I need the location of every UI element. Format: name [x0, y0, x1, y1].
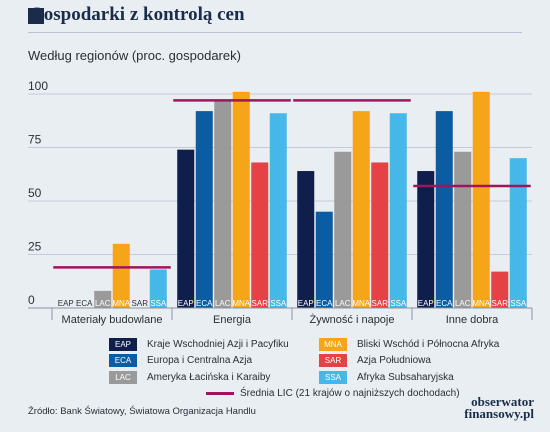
- bar-code-label-mna: MNA: [232, 299, 250, 308]
- bar-eap-1: [177, 149, 195, 308]
- bar-code-label-mna: MNA: [352, 299, 370, 308]
- bar-ssa-2: [389, 113, 407, 308]
- bar-lac-1: [214, 100, 232, 308]
- bar-lac-0: [94, 290, 112, 308]
- y-tick-label-25: 25: [28, 240, 42, 254]
- publisher-logo[interactable]: obserwator finansowy.pl: [464, 394, 534, 421]
- bar-mna-3: [472, 91, 490, 308]
- title-mark: [28, 8, 44, 24]
- bar-ssa-0: [149, 269, 167, 308]
- bar-lac-2: [334, 151, 352, 308]
- bar-eca-1: [195, 111, 213, 309]
- bar-sar-3: [491, 271, 509, 308]
- chart-subtitle: Według regionów (proc. gospodarek): [28, 48, 241, 63]
- category-label: Inne dobra: [446, 314, 499, 326]
- category-label: Energia: [213, 314, 252, 326]
- bar-code-label-eap: EAP: [418, 299, 434, 308]
- category-label: Żywność i napoje: [310, 313, 395, 326]
- bar-code-label-ssa: SSA: [510, 299, 527, 308]
- bar-mna-2: [352, 111, 370, 309]
- source-note: Źródło: Bank Światowy, Światowa Organiza…: [28, 406, 256, 417]
- bar-eap-2: [297, 171, 315, 308]
- bar-mna-1: [232, 91, 250, 308]
- bar-code-label-eap: EAP: [58, 299, 74, 308]
- bar-code-label-eap: EAP: [298, 299, 314, 308]
- bar-code-label-ssa: SSA: [150, 299, 167, 308]
- bar-lac-3: [454, 151, 472, 308]
- logo-line1: obserwator: [471, 394, 534, 409]
- bar-code-label-lac: LAC: [455, 299, 471, 308]
- bar-eca-3: [435, 111, 453, 309]
- bar-code-label-eca: ECA: [76, 299, 93, 308]
- bar-ssa-3: [509, 158, 527, 308]
- bar-code-label-sar: SAR: [252, 299, 269, 308]
- y-tick-label-75: 75: [28, 133, 42, 147]
- bar-mna-0: [112, 243, 130, 308]
- bar-code-label-eca: ECA: [316, 299, 333, 308]
- bar-sar-2: [371, 162, 389, 308]
- bar-code-label-sar: SAR: [372, 299, 389, 308]
- bar-code-label-ssa: SSA: [270, 299, 287, 308]
- logo-line2: finansowy.pl: [464, 406, 534, 421]
- bar-ssa-1: [269, 113, 287, 308]
- y-tick-label-0: 0: [28, 293, 35, 307]
- bar-code-label-eca: ECA: [436, 299, 453, 308]
- bar-code-label-sar: SAR: [132, 299, 149, 308]
- page-title: Gospodarki z kontrolą cen: [29, 4, 245, 25]
- y-tick-label-100: 100: [28, 79, 48, 93]
- bar-code-label-lac: LAC: [95, 299, 111, 308]
- bar-code-label-lac: LAC: [335, 299, 351, 308]
- y-tick-label-50: 50: [28, 186, 42, 200]
- bar-sar-1: [251, 162, 269, 308]
- bar-code-label-lac: LAC: [215, 299, 231, 308]
- bar-eap-3: [417, 171, 435, 308]
- bar-code-label-mna: MNA: [472, 299, 490, 308]
- bar-code-label-ssa: SSA: [390, 299, 407, 308]
- title-divider: [28, 32, 522, 33]
- bar-code-label-mna: MNA: [112, 299, 130, 308]
- category-label: Materiały budowlane: [62, 314, 163, 326]
- bar-code-label-eca: ECA: [196, 299, 213, 308]
- bar-code-label-eap: EAP: [178, 299, 194, 308]
- bar-code-label-sar: SAR: [492, 299, 509, 308]
- bar-eca-2: [315, 211, 333, 308]
